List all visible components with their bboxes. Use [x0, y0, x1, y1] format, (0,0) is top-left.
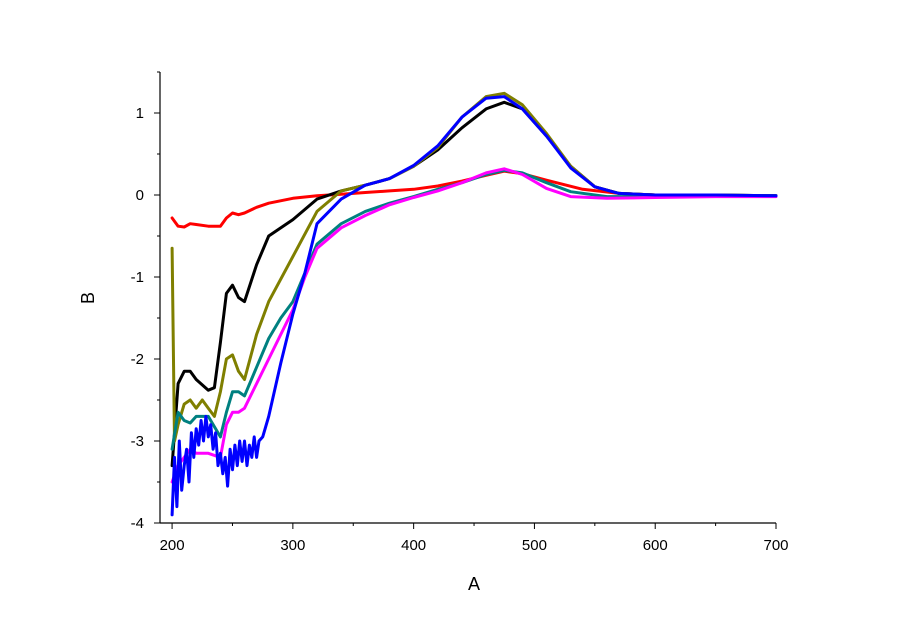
x-tick-label: 600 [643, 537, 668, 554]
x-tick-label: 700 [763, 537, 788, 554]
plot-area [170, 91, 778, 517]
series-line-6 [170, 95, 778, 517]
x-tick-label: 300 [280, 537, 305, 554]
y-axis-label: B [78, 292, 98, 304]
y-tick-label: -4 [131, 515, 144, 532]
y-tick-label: -2 [131, 351, 144, 368]
series-line-5 [170, 167, 778, 484]
y-tick-label: -1 [131, 269, 144, 286]
x-tick-label: 200 [160, 537, 185, 554]
y-tick-label: 1 [136, 105, 144, 122]
series-line-3 [170, 91, 778, 443]
x-tick-label: 400 [401, 537, 426, 554]
y-tick-label: -3 [131, 433, 144, 450]
x-axis-label: A [468, 574, 480, 594]
axes: 200 300 400 500 600 700 -4 -3 -2 -1 0 1 [131, 71, 789, 554]
series-line-2 [170, 100, 778, 468]
y-tick-label: 0 [136, 187, 144, 204]
x-tick-label: 500 [522, 537, 547, 554]
series-line-4 [170, 168, 778, 451]
